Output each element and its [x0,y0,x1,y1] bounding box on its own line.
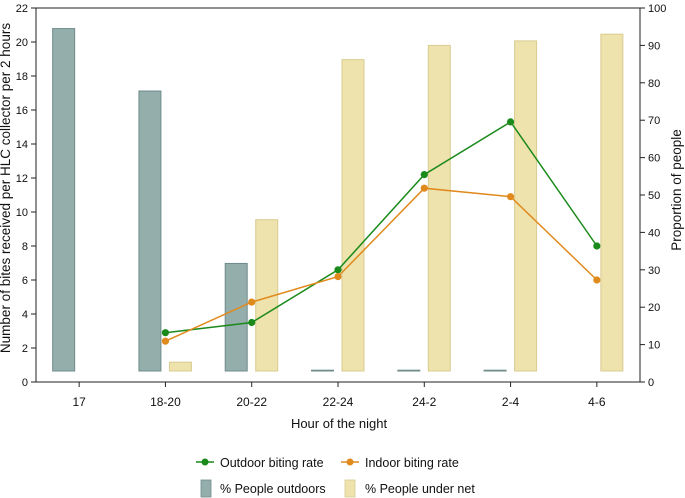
y-left-tick-label: 12 [16,173,28,185]
bar-people-under-net [427,44,451,372]
y-left-tick-label: 8 [22,241,28,253]
bars [52,28,624,372]
y-right-tick-label: 70 [648,115,660,127]
y-left-tick-label: 22 [16,3,28,15]
legend-swatch-people-under-net [344,479,356,498]
point-outdoor-biting-rate [506,118,515,126]
legend-swatch-people-outdoors [200,479,212,498]
y-left-tick-label: 2 [22,343,28,355]
y-left-tick-label: 20 [16,37,28,49]
plot-frame [35,7,641,383]
bar-people-outdoors [483,369,507,372]
y-left-tick-label: 14 [16,139,28,151]
legend-item-outdoor-biting-rate: Outdoor biting rate [196,456,324,470]
bar-people-under-net [168,361,192,372]
x-tick-label: 24-2 [412,395,436,409]
x-tick-label: 2-4 [502,395,520,409]
point-outdoor-biting-rate [334,266,342,274]
bar-people-under-net [255,219,279,372]
bar-people-outdoors [52,28,76,372]
legend-label-indoor-biting-rate: Indoor biting rate [365,456,459,470]
point-outdoor-biting-rate [593,242,601,250]
bar-people-under-net [600,33,624,372]
bar-people-outdoors [311,369,334,372]
line-outdoor-biting-rate [165,120,598,334]
y-right-tick-label: 0 [648,377,654,389]
point-indoor-biting-rate [248,298,256,306]
point-indoor-biting-rate [593,276,601,284]
y-right-tick-label: 10 [648,340,660,352]
x-tick-label: 20-22 [236,395,267,409]
y-right-tick-label: 50 [648,190,660,202]
point-outdoor-biting-rate [420,171,428,179]
y-axis-label-right: Proportion of people [669,129,684,251]
legend: Outdoor biting rate Indoor biting rate %… [196,456,475,498]
plot-area [35,7,641,383]
bar-people-outdoors [138,90,162,372]
y-right-tick-label: 40 [648,227,660,239]
legend-item-people-under-net: % People under net [344,479,475,498]
x-tick-label: 17 [72,395,86,409]
y-axis-label-left: Number of bites received per HLC collect… [0,23,13,353]
axes: 0 2 4 6 8 10 12 14 16 18 20 22 0 10 20 30 40 50 60 70 80 90 10… [16,3,667,409]
legend-item-people-outdoors: % People outdoors [200,479,326,498]
legend-swatch-indoor-marker [346,458,354,466]
legend-label-outdoor-biting-rate: Outdoor biting rate [220,456,324,470]
bar-people-under-net [514,40,538,372]
y-left-tick-label: 10 [16,207,28,219]
bar-people-under-net [341,59,365,372]
y-left-tick-label: 4 [22,309,28,321]
y-right-tick-label: 100 [648,3,666,15]
legend-item-indoor-biting-rate: Indoor biting rate [341,456,459,470]
y-left-tick-label: 16 [16,105,28,117]
y-left-tick-label: 0 [22,377,28,389]
point-indoor-biting-rate [420,184,428,192]
point-indoor-biting-rate [334,273,342,281]
y-right-tick-label: 90 [648,40,660,52]
x-axis-label: Hour of the night [291,416,388,431]
legend-label-people-outdoors: % People outdoors [220,482,326,496]
y-right-tick-label: 20 [648,302,660,314]
y-left-tick-label: 18 [16,71,28,83]
y-right-tick-label: 60 [648,153,660,165]
point-outdoor-biting-rate [161,329,170,337]
y-left-tick-label: 6 [22,275,28,287]
bar-people-outdoors [397,369,421,372]
x-tick-label: 18-20 [150,395,181,409]
y-right-tick-label: 80 [648,78,660,90]
point-outdoor-biting-rate [248,318,256,327]
line-indoor-biting-rate [165,187,598,342]
y-right-tick-label: 30 [648,265,660,277]
x-tick-label: 22-24 [323,395,354,409]
legend-label-people-under-net: % People under net [365,482,475,496]
legend-swatch-outdoor-marker [201,458,209,466]
point-indoor-biting-rate [161,337,170,345]
point-indoor-biting-rate [506,193,515,201]
bar-people-outdoors [224,262,248,372]
x-tick-label: 4-6 [588,395,606,409]
lines [161,118,601,345]
